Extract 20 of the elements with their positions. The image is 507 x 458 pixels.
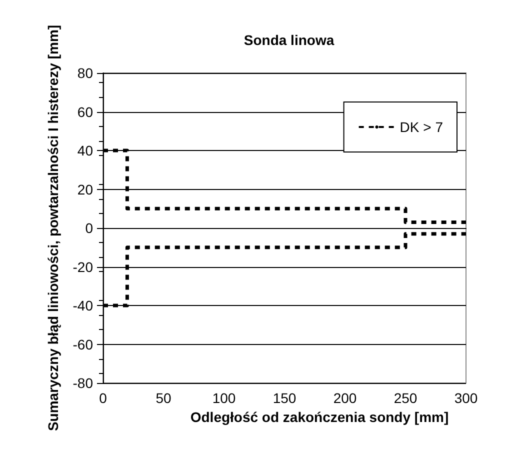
y-tick-label: 0 [85,220,94,236]
x-tick-label: 150 [272,390,296,406]
y-tick-label: 40 [77,142,94,158]
y-tick-label: -60 [72,336,94,352]
y-tick-label: 20 [77,181,94,198]
x-tick-label: 300 [454,390,478,406]
y-tick-label: -40 [72,298,94,314]
chart-title: Sonda linowa [244,32,334,48]
y-tick-label: 80 [77,65,94,81]
x-tick-label: 0 [99,390,108,406]
y-tick-label: -80 [72,375,94,391]
x-tick-label: 200 [333,390,357,406]
x-tick-label: 250 [394,390,418,406]
y-tick-label: -20 [72,258,94,275]
y-axis-title: Sumaryczny błąd liniowości, powtarzalności I histerezy [mm] [45,24,61,432]
x-tick-label: 50 [156,390,172,406]
x-tick-label: 100 [212,390,236,406]
x-axis-title: Odległość od zakończenia sondy [mm] [190,408,449,425]
y-tick-label: 60 [77,104,94,120]
legend-label: DK > 7 [400,119,444,135]
